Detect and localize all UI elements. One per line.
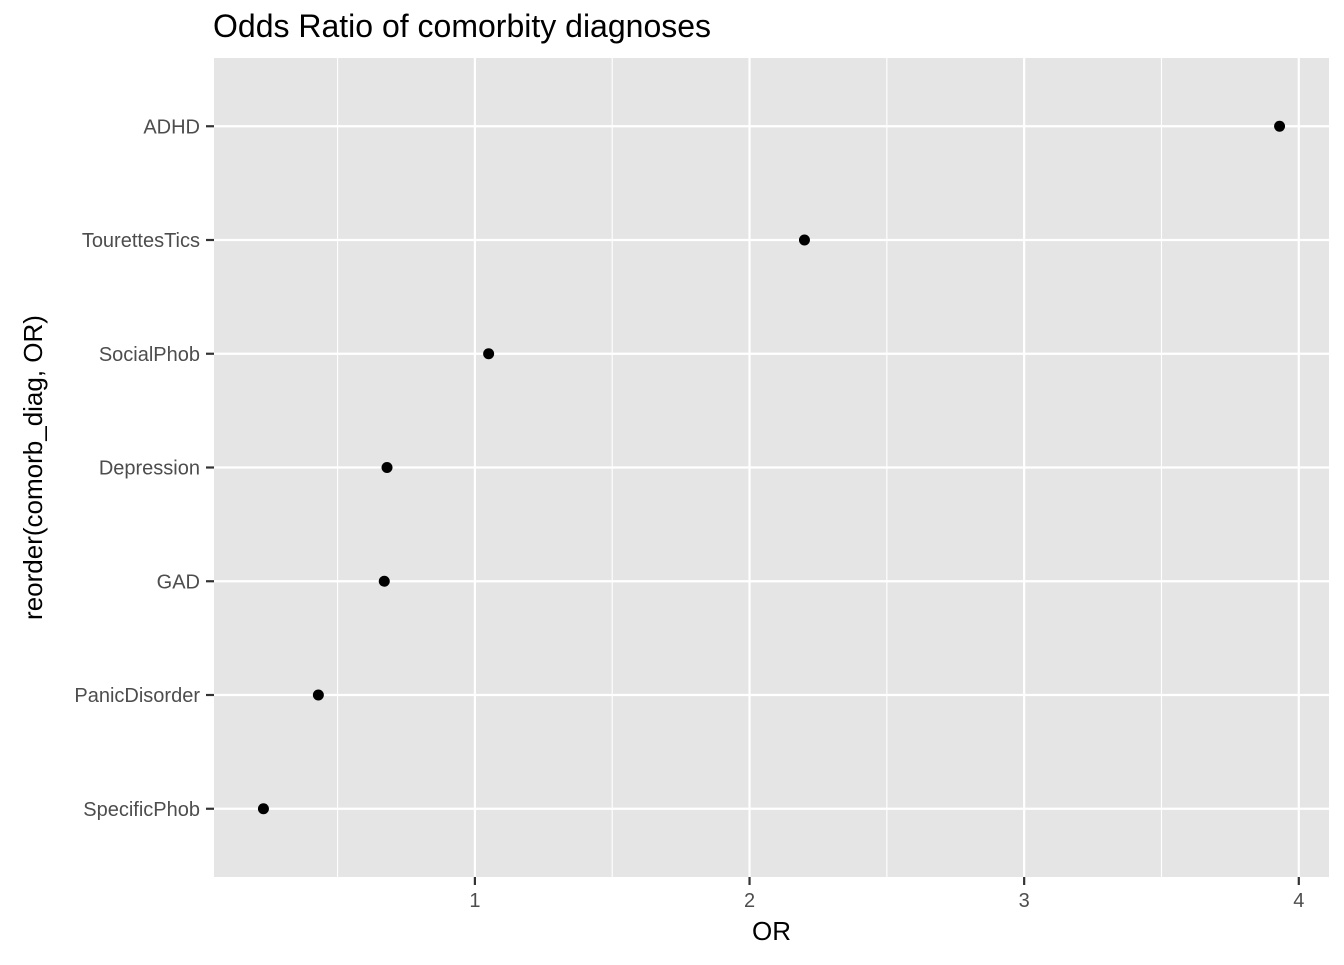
data-point-depression bbox=[381, 462, 393, 473]
chart-title: Odds Ratio of comorbity diagnoses bbox=[213, 8, 712, 44]
data-point-panicdisorder bbox=[312, 689, 324, 701]
y-tick-label: SpecificPhob bbox=[83, 799, 200, 821]
data-point-socialphob bbox=[483, 348, 495, 360]
data-point-adhd bbox=[1274, 120, 1286, 132]
y-tick-label: TourettesTics bbox=[82, 230, 200, 252]
data-point-tourettestics bbox=[798, 234, 810, 246]
x-tick-label: 2 bbox=[744, 890, 755, 912]
x-tick-label: 4 bbox=[1293, 890, 1304, 912]
y-axis-title: reorder(comorb_diag, OR) bbox=[18, 315, 48, 620]
y-tick-label: SocialPhob bbox=[99, 344, 200, 366]
y-tick-label: ADHD bbox=[143, 116, 200, 138]
y-tick-label: GAD bbox=[157, 571, 200, 593]
data-point-gad bbox=[378, 575, 390, 587]
data-point-specificphob bbox=[257, 803, 269, 815]
y-tick-label: Depression bbox=[99, 458, 200, 480]
x-axis-title: OR bbox=[752, 916, 791, 946]
x-tick-label: 3 bbox=[1019, 890, 1030, 912]
y-tick-label: PanicDisorder bbox=[74, 685, 200, 707]
x-tick-label: 1 bbox=[469, 890, 480, 912]
